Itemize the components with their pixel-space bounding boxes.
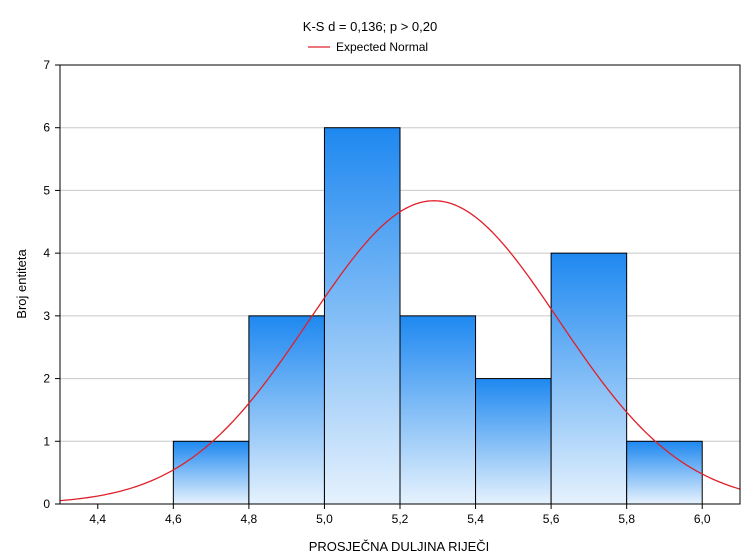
histogram-bar — [399, 315, 477, 505]
histogram-bars — [172, 127, 703, 505]
x-tick-label: 6,0 — [694, 512, 711, 526]
x-axis: 4,4 4,6 4,8 5,0 5,2 5,4 5,6 5,8 6,0 — [89, 504, 711, 526]
y-tick-label: 4 — [43, 246, 50, 260]
legend-label-expected-normal: Expected Normal — [336, 40, 428, 54]
chart-title: K-S d = 0,136; p > 0,20 — [303, 19, 437, 34]
y-tick-label: 5 — [43, 183, 50, 197]
x-tick-label: 5,0 — [316, 512, 333, 526]
histogram-bar — [475, 378, 552, 505]
y-tick-label: 1 — [43, 434, 50, 448]
x-tick-label: 4,6 — [165, 512, 182, 526]
x-tick-label: 5,6 — [543, 512, 560, 526]
y-tick-label: 7 — [43, 58, 50, 72]
histogram-bar — [550, 252, 628, 505]
expected-normal-curve — [59, 200, 741, 502]
y-axis: 0 1 2 3 4 5 6 7 — [43, 58, 60, 511]
histogram-bar — [323, 127, 401, 505]
x-tick-label: 5,8 — [618, 512, 635, 526]
y-tick-label: 0 — [43, 497, 50, 511]
x-tick-label: 5,2 — [392, 512, 409, 526]
x-axis-label: PROSJEČNA DULJINA RIJEČI — [309, 539, 490, 554]
y-tick-label: 6 — [43, 121, 50, 135]
histogram-bar — [172, 440, 250, 505]
y-tick-label: 2 — [43, 372, 50, 386]
legend: Expected Normal — [308, 40, 428, 54]
y-axis-label: Broj entiteta — [14, 249, 29, 319]
histogram-bar — [626, 440, 703, 505]
x-tick-label: 5,4 — [467, 512, 484, 526]
y-tick-label: 3 — [43, 309, 50, 323]
x-tick-label: 4,4 — [89, 512, 106, 526]
x-tick-label: 4,8 — [241, 512, 258, 526]
histogram-bar — [248, 315, 325, 505]
